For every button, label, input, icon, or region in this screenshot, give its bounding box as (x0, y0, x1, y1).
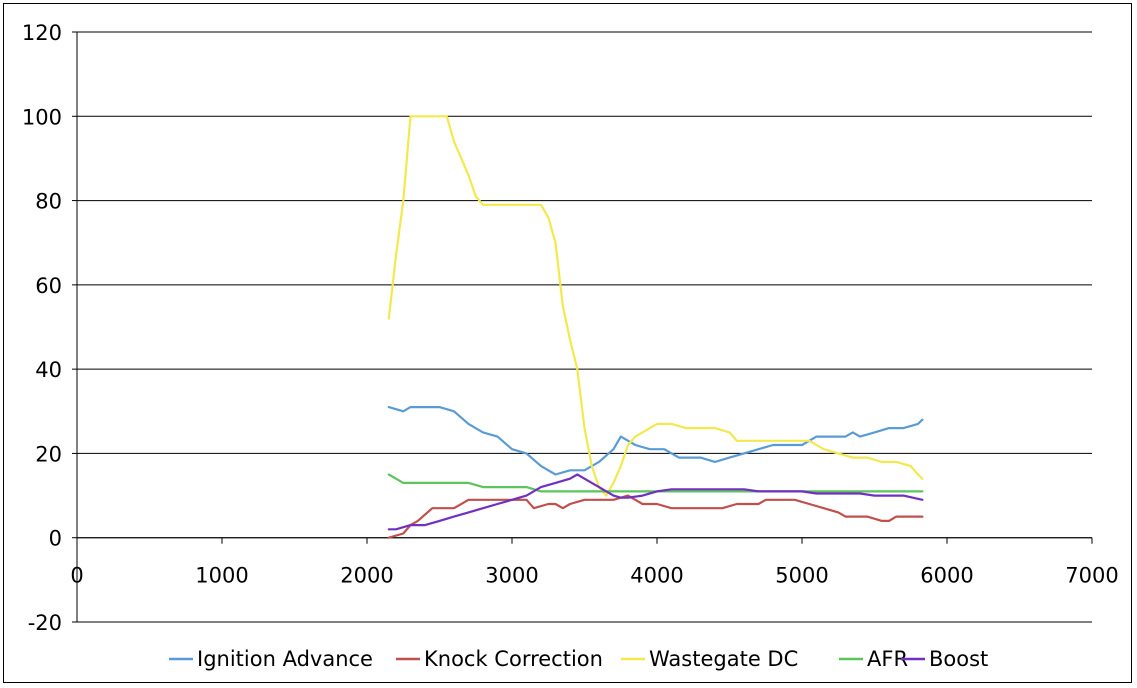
legend-label: Ignition Advance (197, 647, 373, 671)
y-tick-label: 40 (35, 358, 62, 382)
y-tick-label: 60 (35, 274, 62, 298)
x-tick-label: 2000 (340, 564, 393, 588)
series-line-ignition-advance (387, 406, 924, 476)
series-line-wastegate-dc (387, 115, 924, 497)
legend-label: Knock Correction (424, 647, 603, 671)
chart-frame: -20 0 20 40 60 80 100 120 0 1000 2000 3000 4000 5000… (3, 3, 1132, 683)
x-tick-label: 7000 (1065, 564, 1118, 588)
x-axis-tick-labels: 0 1000 2000 3000 4000 5000 6000 7000 (70, 564, 1118, 588)
y-tick-label: -20 (28, 611, 62, 635)
y-tick-label: 0 (49, 527, 62, 551)
x-tick-label: 1000 (195, 564, 248, 588)
grid-lines (77, 31, 1092, 623)
y-tick-label: 100 (22, 105, 62, 129)
axes (72, 31, 1093, 623)
x-tick-label: 0 (70, 564, 83, 588)
series-line-knock-correction (387, 494, 924, 539)
x-tick-label: 3000 (485, 564, 538, 588)
y-axis-tick-labels: -20 0 20 40 60 80 100 120 (22, 21, 62, 635)
y-tick-label: 120 (22, 21, 62, 45)
series-line-boost (387, 473, 924, 531)
series-lines (387, 115, 924, 539)
x-tick-label: 6000 (920, 564, 973, 588)
legend-label: Wastegate DC (649, 647, 798, 671)
line-chart: -20 0 20 40 60 80 100 120 0 1000 2000 3000 4000 5000… (22, 21, 1119, 671)
x-tick-label: 5000 (775, 564, 828, 588)
y-tick-label: 80 (35, 190, 62, 214)
legend: Ignition Advance Knock Correction Wastegat… (169, 647, 988, 671)
series-line-afr (387, 473, 924, 493)
x-tick-label: 4000 (630, 564, 683, 588)
legend-label: Boost (929, 647, 988, 671)
y-tick-label: 20 (35, 442, 62, 466)
